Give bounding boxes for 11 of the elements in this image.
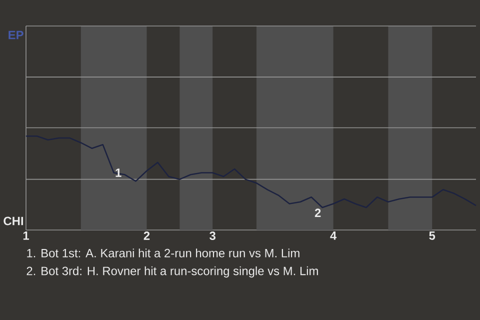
annotation: 1 (116, 168, 122, 177)
x-tick-label: 3 (210, 232, 216, 240)
x-tick-label: 4 (330, 232, 337, 240)
x-tick-label: 5 (429, 232, 436, 240)
text: CHI (4, 216, 23, 226)
text: 2. Bot 3rd: H. Rovner hit a run-scoring single vs M. Lim (26, 266, 318, 278)
text: 1. Bot 1st: A. Karani hit a 2-run home run vs M. Lim (27, 248, 300, 258)
text: EP (8, 30, 24, 40)
x-tick-label: 2 (144, 232, 150, 240)
x-tick-label: 1 (23, 232, 29, 240)
annotation: 2 (314, 208, 321, 218)
